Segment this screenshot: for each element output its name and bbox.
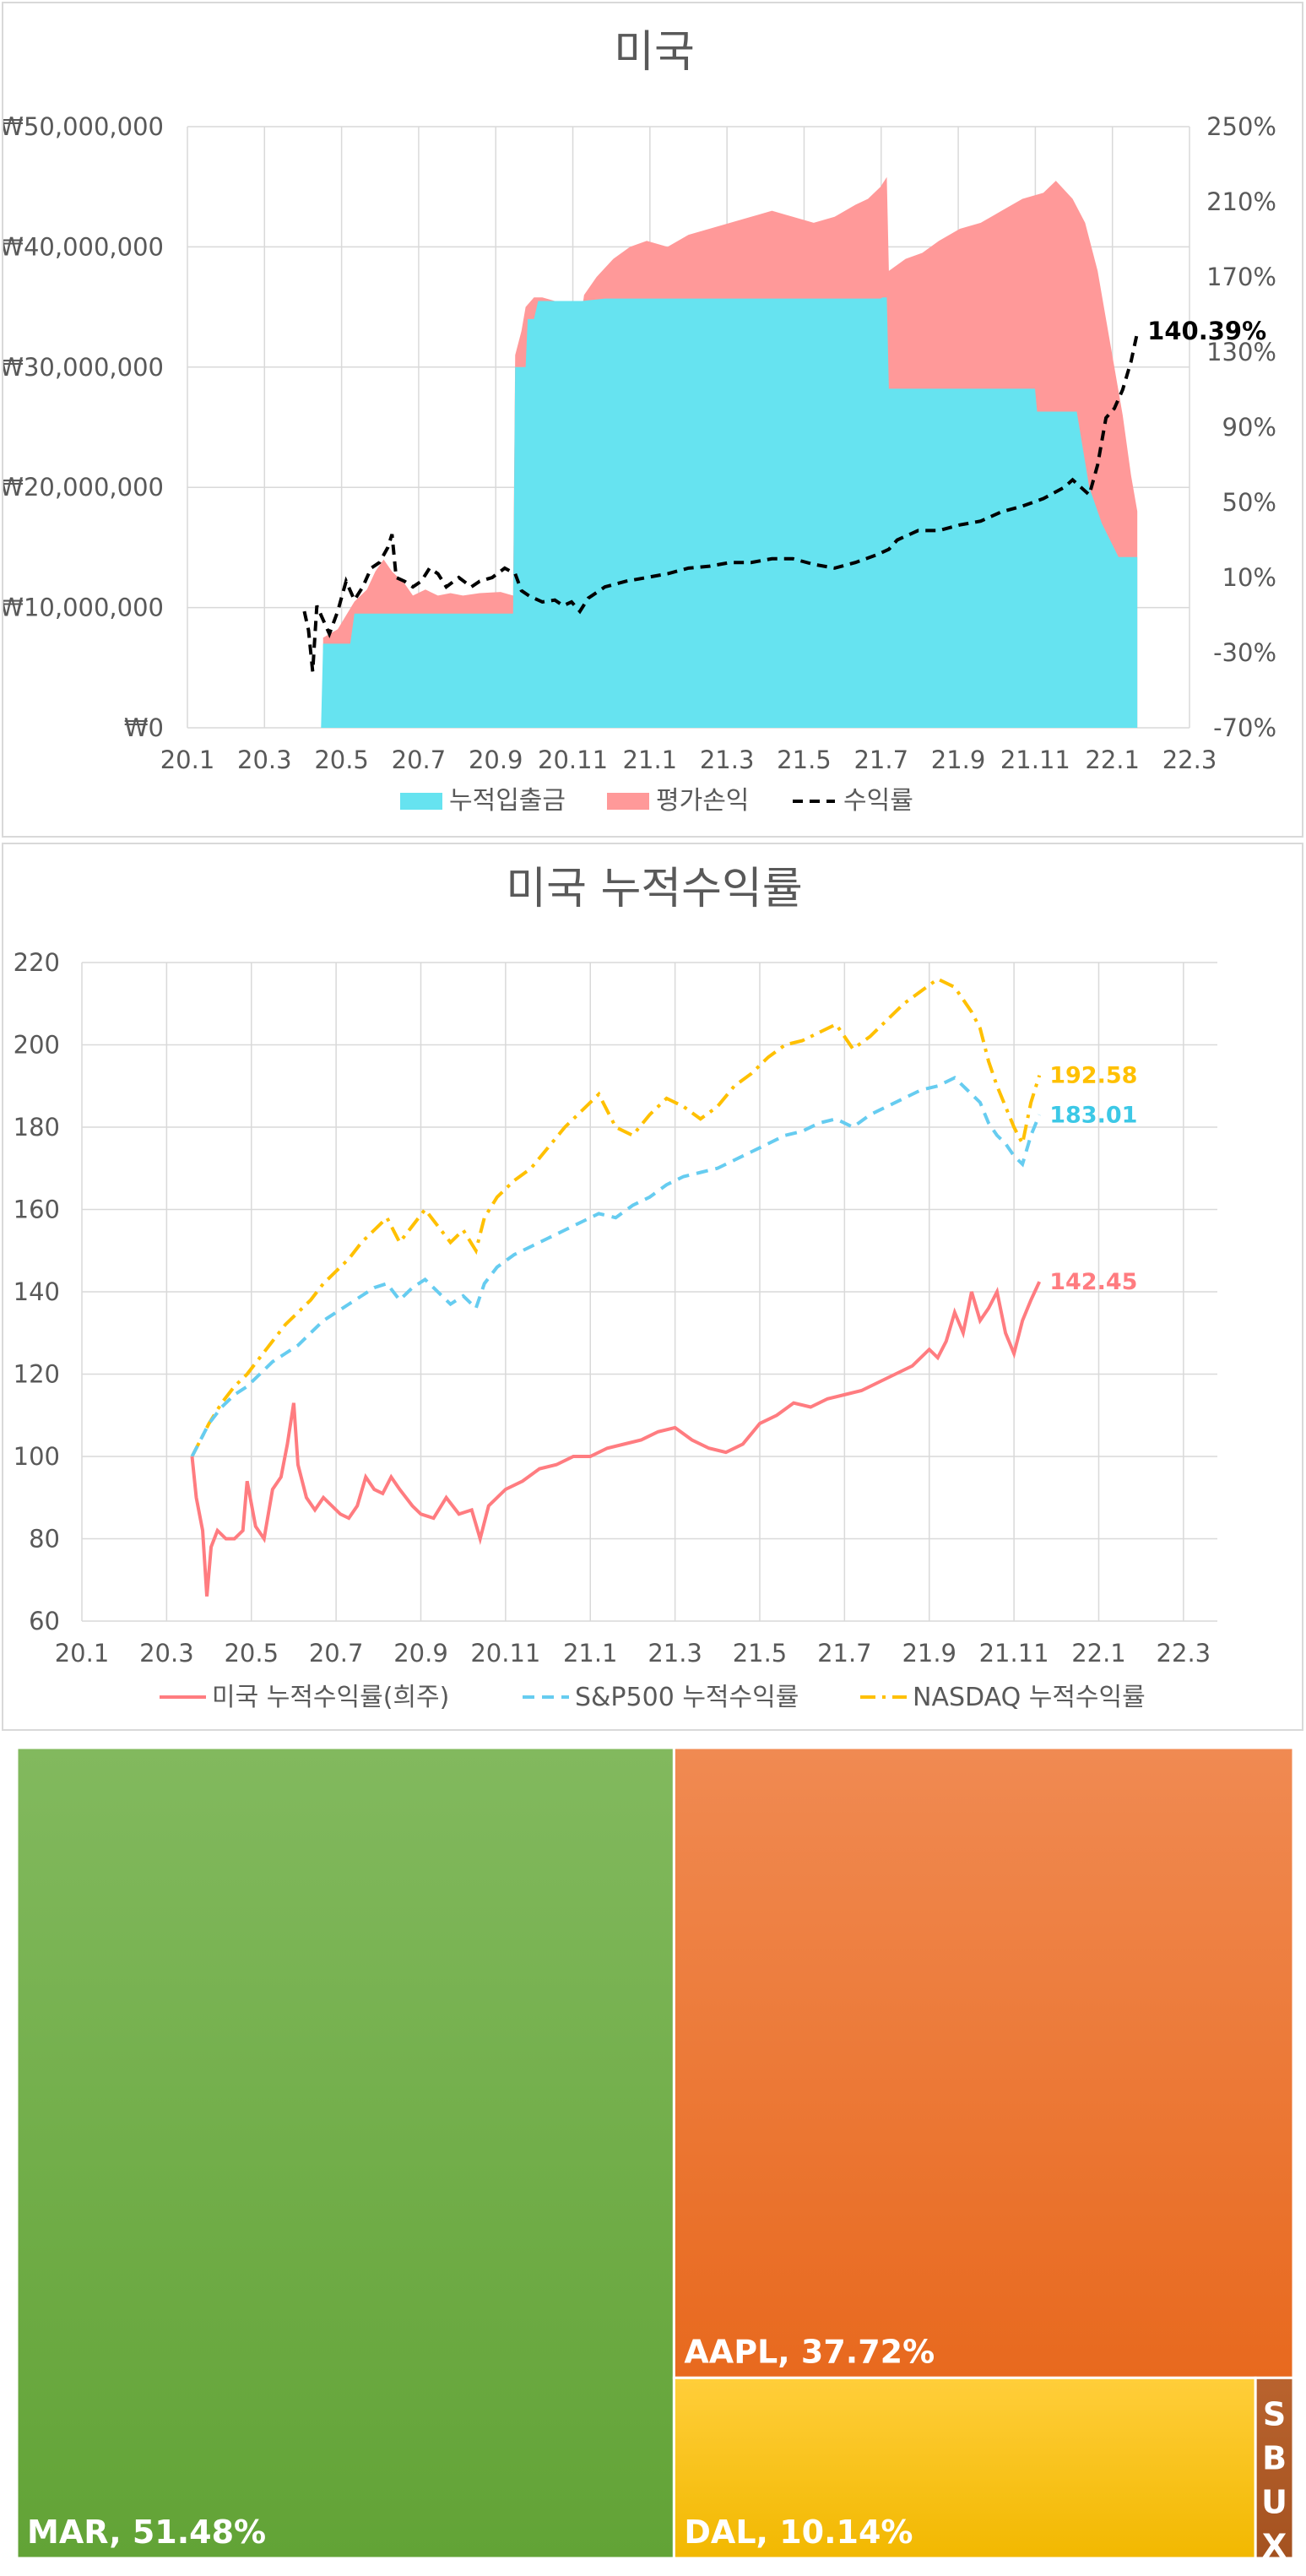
- series-line-0: [190, 1281, 1042, 1597]
- x-tick-label: 20.5: [314, 746, 369, 774]
- data-label-0: 142.45: [1049, 1269, 1137, 1295]
- x-tick-label: 21.3: [700, 746, 755, 774]
- legend-label-0: 미국 누적수익률(희주): [212, 1683, 449, 1712]
- x-tick-label: 21.3: [648, 1639, 702, 1668]
- y-tick-label: 160: [14, 1196, 60, 1224]
- x-tick-label: 22.1: [1071, 1639, 1126, 1668]
- y-tick-label: 200: [14, 1031, 60, 1060]
- us-cumulative-return-chart: 미국 누적수익률 60 80 100 120 140 160 180 200 220 20.1 20.…: [2, 843, 1303, 1731]
- x-tick-label: 20.3: [237, 746, 292, 774]
- treemap-label-sbux-char: X: [1262, 2527, 1287, 2564]
- x-tick-label: 21.11: [979, 1639, 1049, 1668]
- y-left-tick-label: ₩40,000,000: [3, 232, 164, 261]
- y-right-tick-label: 210%: [1206, 187, 1276, 216]
- y-right-tick-label: -70%: [1213, 713, 1276, 742]
- treemap-label-sbux-char: B: [1262, 2439, 1287, 2476]
- x-tick-label: 20.5: [224, 1639, 279, 1668]
- x-tick-label: 21.5: [777, 746, 832, 774]
- x-tick-label: 21.7: [854, 746, 908, 774]
- y-left-tick-label: ₩50,000,000: [3, 112, 164, 141]
- y-right-tick-label: 250%: [1206, 112, 1276, 141]
- x-tick-label: 21.9: [902, 1639, 956, 1668]
- treemap-label-sbux-char: U: [1261, 2483, 1287, 2520]
- us-holdings-treemap-svg: MAR, 51.48% AAPL, 37.72% DAL, 10.14% S B U X: [15, 1746, 1295, 2564]
- y-tick-label: 180: [14, 1113, 60, 1142]
- x-tick-label: 21.7: [817, 1639, 872, 1668]
- treemap-cell-3: [1254, 2376, 1295, 2560]
- series-line-return: [302, 332, 1140, 672]
- x-tick-label: 20.7: [392, 746, 447, 774]
- legend-label-deposits: 누적입출금: [449, 786, 566, 816]
- x-tick-label: 21.5: [733, 1639, 788, 1668]
- x-tick-label: 20.7: [309, 1639, 364, 1668]
- us-cumulative-return-chart-svg: 미국 누적수익률 60 80 100 120 140 160 180 200 220 20.1 20.…: [14, 864, 1217, 1712]
- y-right-tick-label: 50%: [1222, 488, 1276, 517]
- y-tick-label: 120: [14, 1360, 60, 1389]
- y-right-tick-label: 90%: [1222, 413, 1276, 442]
- y-tick-label: 60: [29, 1607, 60, 1635]
- x-tick-label: 20.11: [538, 746, 608, 774]
- legend-swatch-deposits: [400, 793, 442, 810]
- x-tick-label: 22.1: [1085, 746, 1140, 774]
- y-left-tick-label: ₩30,000,000: [3, 353, 164, 382]
- us-portfolio-chart-svg: 미국 ₩0 ₩10,000,000 ₩20,000,000 ₩30,000,000 ₩40…: [3, 27, 1276, 816]
- treemap-label-aapl: AAPL, 37.72%: [684, 2333, 935, 2370]
- series-line-2: [190, 977, 1042, 1457]
- series-line-1: [190, 1076, 1042, 1457]
- series-area-deposits: [321, 297, 1138, 728]
- treemap-cell-0: [15, 1746, 675, 2560]
- data-label-2: 192.58: [1049, 1063, 1137, 1089]
- chart-title: 미국 누적수익률: [506, 864, 802, 914]
- x-tick-label: 20.1: [55, 1639, 110, 1668]
- x-tick-label: 22.3: [1157, 1639, 1211, 1668]
- treemap-label-dal: DAL, 10.14%: [684, 2514, 913, 2551]
- y-right-tick-label: -30%: [1213, 638, 1276, 667]
- y-tick-label: 80: [29, 1525, 60, 1554]
- y-left-tick-label: ₩10,000,000: [3, 594, 164, 622]
- treemap-cell-1: [672, 1746, 1295, 2379]
- x-tick-label: 20.9: [393, 1639, 448, 1668]
- chart-title: 미국: [614, 27, 695, 78]
- treemap-label-sbux-char: S: [1263, 2395, 1286, 2432]
- legend-label-1: S&P500 누적수익률: [575, 1683, 799, 1712]
- y-tick-label: 140: [14, 1277, 60, 1306]
- legend-label-pnl: 평가손익: [656, 786, 749, 816]
- x-tick-label: 20.1: [160, 746, 215, 774]
- y-tick-label: 220: [14, 948, 60, 977]
- y-tick-label: 100: [14, 1442, 60, 1471]
- legend-swatch-pnl: [607, 793, 649, 810]
- legend-label-return: 수익률: [843, 786, 913, 816]
- data-label-return: 140.39%: [1147, 317, 1266, 345]
- treemap-label-mar: MAR, 51.48%: [27, 2514, 266, 2551]
- y-left-tick-label: ₩0: [124, 713, 164, 742]
- x-tick-label: 21.1: [563, 1639, 618, 1668]
- y-right-tick-label: 170%: [1206, 263, 1276, 291]
- x-tick-label: 20.11: [470, 1639, 540, 1668]
- x-tick-label: 21.11: [1000, 746, 1070, 774]
- us-holdings-treemap: MAR, 51.48% AAPL, 37.72% DAL, 10.14% S B U X: [2, 1736, 1303, 2574]
- x-tick-label: 21.1: [623, 746, 678, 774]
- data-label-1: 183.01: [1049, 1102, 1137, 1128]
- x-tick-label: 21.9: [931, 746, 986, 774]
- y-left-tick-label: ₩20,000,000: [3, 473, 164, 502]
- treemap-cell-2: [672, 2376, 1257, 2560]
- legend-label-2: NASDAQ 누적수익률: [913, 1683, 1146, 1712]
- y-right-tick-label: 130%: [1206, 338, 1276, 366]
- x-tick-label: 22.3: [1162, 746, 1217, 774]
- x-tick-label: 20.9: [469, 746, 523, 774]
- y-right-tick-label: 10%: [1222, 563, 1276, 592]
- x-tick-label: 20.3: [139, 1639, 194, 1668]
- us-portfolio-chart: 미국 ₩0 ₩10,000,000 ₩20,000,000 ₩30,000,000 ₩40…: [2, 2, 1303, 838]
